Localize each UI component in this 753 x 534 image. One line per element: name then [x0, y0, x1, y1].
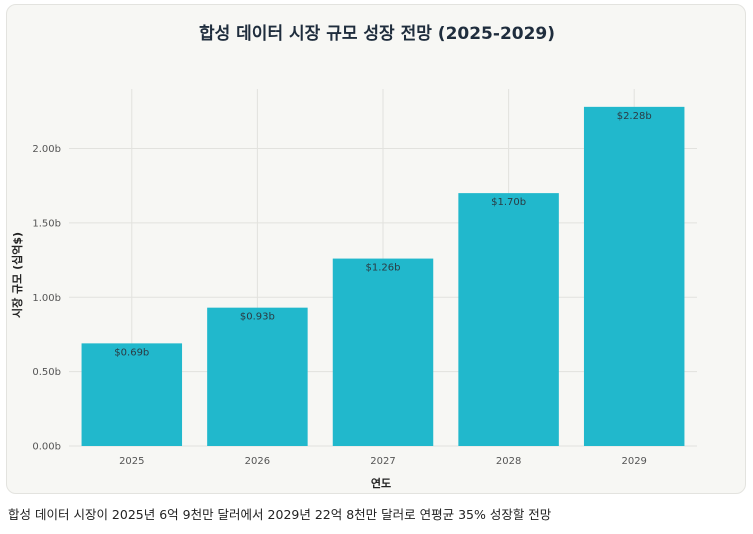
chart-title: 합성 데이터 시장 규모 성장 전망 (2025-2029)	[199, 23, 555, 44]
y-tick-label: 1.50b	[32, 218, 61, 229]
bar	[458, 193, 559, 446]
x-tick-label: 2029	[621, 456, 646, 467]
x-tick-label: 2027	[370, 456, 395, 467]
chart-caption: 합성 데이터 시장이 2025년 6억 9천만 달러에서 2029년 22억 8…	[8, 507, 552, 522]
x-axis-title: 연도	[371, 476, 391, 490]
x-tick-label: 2026	[245, 456, 270, 467]
bars	[81, 106, 685, 446]
bar-chart: 합성 데이터 시장 규모 성장 전망 (2025-2029) 0.00b 0.50…	[10, 23, 697, 490]
x-tick-label: 2028	[496, 456, 521, 467]
x-tick-label: 2025	[119, 456, 144, 467]
bar-data-label: $0.93b	[240, 312, 275, 323]
bar	[583, 106, 685, 446]
chart-card: 합성 데이터 시장 규모 성장 전망 (2025-2029) 0.00b 0.50…	[6, 4, 746, 494]
y-axis-title: 시장 규모 (십억$)	[10, 232, 24, 318]
bar	[332, 258, 434, 446]
tick-labels: 0.00b 0.50b 1.00b 1.50b 2.00b $0.69b 2025 $0.93…	[32, 111, 651, 467]
bar	[81, 343, 183, 446]
y-tick-label: 0.00b	[32, 442, 61, 453]
bar	[207, 307, 308, 446]
bar-data-label: $1.70b	[491, 197, 526, 208]
bar-data-label: $2.28b	[617, 111, 652, 122]
bar-data-label: $1.26b	[366, 263, 401, 274]
y-tick-label: 0.50b	[32, 367, 61, 378]
y-tick-label: 2.00b	[32, 144, 61, 155]
bar-data-label: $0.69b	[114, 347, 149, 358]
y-tick-label: 1.00b	[32, 293, 61, 304]
